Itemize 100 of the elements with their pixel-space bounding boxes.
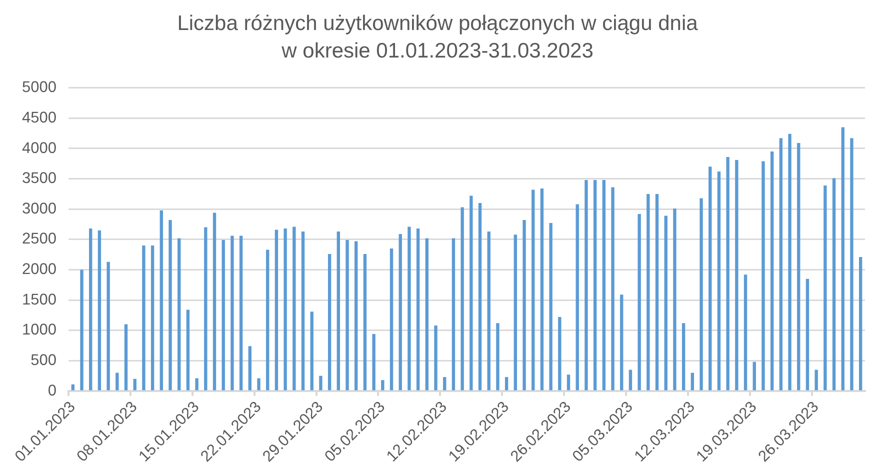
bar	[301, 232, 305, 390]
bar	[814, 370, 818, 390]
bar	[478, 203, 482, 390]
bar	[346, 240, 349, 390]
bar	[354, 241, 358, 390]
bar	[770, 152, 774, 390]
bar	[239, 236, 243, 390]
bar	[116, 372, 119, 390]
bar	[222, 240, 225, 390]
y-tick-label: 3500	[22, 170, 57, 188]
bar	[504, 377, 508, 390]
y-tick-label: 5000	[22, 79, 57, 96]
bar	[797, 143, 800, 390]
bar	[195, 378, 198, 390]
bar	[160, 210, 163, 390]
y-tick-label: 500	[30, 352, 57, 369]
bar	[522, 220, 526, 390]
bar	[460, 207, 464, 390]
bar	[89, 228, 92, 390]
bar	[690, 372, 694, 390]
y-tick-label: 1000	[22, 322, 57, 339]
bar	[655, 194, 659, 390]
bar	[178, 238, 181, 390]
y-tick-label: 0	[48, 382, 57, 400]
bar	[752, 362, 756, 390]
y-tick-label: 4500	[22, 109, 57, 126]
bar	[726, 156, 730, 390]
bar	[150, 245, 154, 390]
y-tick-label: 2000	[22, 261, 57, 278]
bar	[363, 254, 367, 390]
bar	[328, 254, 332, 390]
bar	[717, 172, 721, 390]
bar	[248, 346, 252, 390]
bar	[425, 238, 429, 390]
bar	[806, 278, 810, 390]
y-tick-label: 2500	[22, 230, 57, 248]
bar	[824, 185, 827, 390]
bar	[620, 294, 624, 390]
bar	[779, 138, 783, 390]
bar	[212, 212, 216, 390]
bar	[230, 236, 234, 390]
y-tick-label: 3000	[22, 200, 57, 218]
bar	[628, 370, 632, 390]
bar	[832, 178, 836, 390]
bar	[735, 160, 738, 390]
bar	[487, 232, 490, 390]
bar	[762, 161, 765, 390]
bar	[514, 234, 518, 390]
bar	[470, 196, 473, 390]
bar	[98, 230, 102, 390]
bar	[416, 228, 420, 390]
bar	[310, 312, 314, 390]
bar	[700, 198, 703, 390]
bar	[682, 323, 686, 390]
bar	[434, 326, 438, 390]
bar	[496, 323, 500, 390]
bar	[664, 216, 668, 390]
bar	[124, 324, 128, 390]
bar	[266, 250, 270, 390]
bar	[390, 248, 394, 390]
bar	[274, 230, 278, 390]
bar	[540, 188, 544, 390]
bar	[788, 134, 792, 390]
bar	[708, 166, 712, 390]
bar	[443, 377, 446, 390]
chart-title: Liczba różnych użytkowników połączonych w ciągu dnia w okresie 01.01.2023-31.03.2023	[177, 12, 698, 63]
bar	[398, 234, 402, 390]
bar	[106, 262, 110, 390]
bar	[673, 208, 676, 390]
bar	[566, 374, 570, 390]
bar	[452, 238, 456, 390]
bar	[549, 223, 552, 390]
bar	[646, 194, 650, 390]
bar	[584, 180, 588, 390]
bar	[593, 180, 597, 390]
bar	[142, 245, 146, 390]
bar	[319, 376, 322, 390]
y-tick-label: 4000	[22, 140, 57, 157]
bar	[841, 127, 844, 390]
bar	[168, 220, 172, 390]
bar	[611, 187, 614, 390]
bar	[80, 270, 84, 390]
bar	[532, 190, 535, 390]
bar	[850, 138, 854, 390]
bar	[133, 378, 136, 390]
bar	[576, 204, 579, 390]
bar	[284, 228, 287, 390]
bar	[558, 317, 562, 390]
y-tick-label: 1500	[22, 291, 57, 308]
bar	[336, 232, 340, 390]
bar	[381, 380, 384, 390]
bar	[186, 310, 190, 390]
bar	[858, 257, 862, 390]
bar	[372, 334, 376, 390]
bar	[292, 226, 296, 390]
bar	[638, 214, 641, 390]
bar	[744, 274, 748, 390]
bar	[602, 180, 606, 390]
bar	[204, 227, 208, 390]
bar	[257, 378, 260, 390]
